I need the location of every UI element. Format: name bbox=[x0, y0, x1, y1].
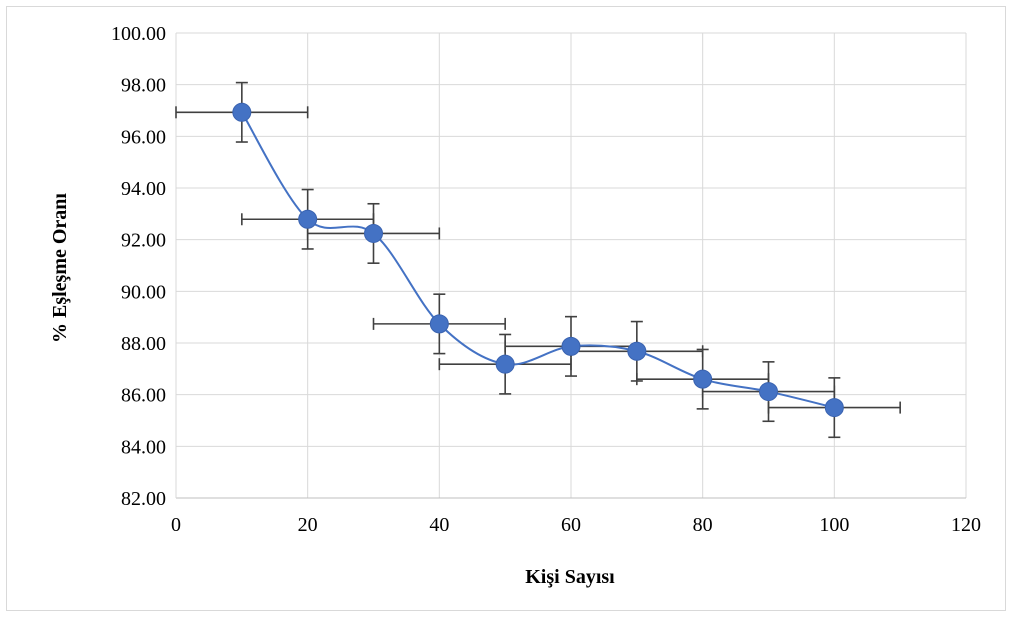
gridlines bbox=[176, 32, 967, 498]
y-tick-label: 90.00 bbox=[121, 281, 166, 303]
x-tick-label: 20 bbox=[298, 514, 318, 536]
data-point bbox=[561, 336, 581, 356]
data-point bbox=[232, 102, 252, 122]
y-tick-label: 82.00 bbox=[121, 488, 166, 510]
tick-labels: 0 20 40 60 80 100 120 82.00 84.00 86.00 88.00 90.00… bbox=[111, 23, 981, 536]
y-tick-label: 96.00 bbox=[121, 126, 166, 148]
y-tick-label: 94.00 bbox=[121, 178, 166, 200]
data-point bbox=[693, 369, 713, 389]
y-tick-label: 98.00 bbox=[121, 75, 166, 97]
x-tick-label: 40 bbox=[429, 514, 449, 536]
chart-frame bbox=[6, 6, 1006, 611]
error-bars bbox=[175, 81, 901, 439]
y-tick-label: 88.00 bbox=[121, 333, 166, 355]
data-point bbox=[429, 314, 449, 334]
x-tick-label: 0 bbox=[171, 514, 181, 536]
x-tick-label: 80 bbox=[693, 514, 713, 536]
y-tick-label: 92.00 bbox=[121, 230, 166, 252]
series-line-path bbox=[240, 111, 835, 409]
data-point bbox=[759, 382, 778, 402]
x-tick-label: 100 bbox=[819, 514, 849, 536]
series-line bbox=[240, 111, 835, 409]
data-point bbox=[364, 223, 383, 243]
y-tick-label: 84.00 bbox=[121, 436, 166, 458]
x-tick-label: 120 bbox=[951, 514, 981, 536]
data-point bbox=[298, 209, 318, 229]
x-tick-label: 60 bbox=[561, 514, 581, 536]
x-axis-title: Kişi Sayısı bbox=[525, 566, 615, 588]
data-point bbox=[627, 341, 647, 361]
y-tick-label: 100.00 bbox=[111, 23, 166, 45]
y-axis-title: % Eşleşme Oranı bbox=[49, 193, 71, 343]
data-point bbox=[824, 398, 844, 418]
data-point bbox=[495, 354, 515, 374]
data-points bbox=[232, 102, 844, 418]
y-tick-label: 86.00 bbox=[121, 385, 166, 407]
